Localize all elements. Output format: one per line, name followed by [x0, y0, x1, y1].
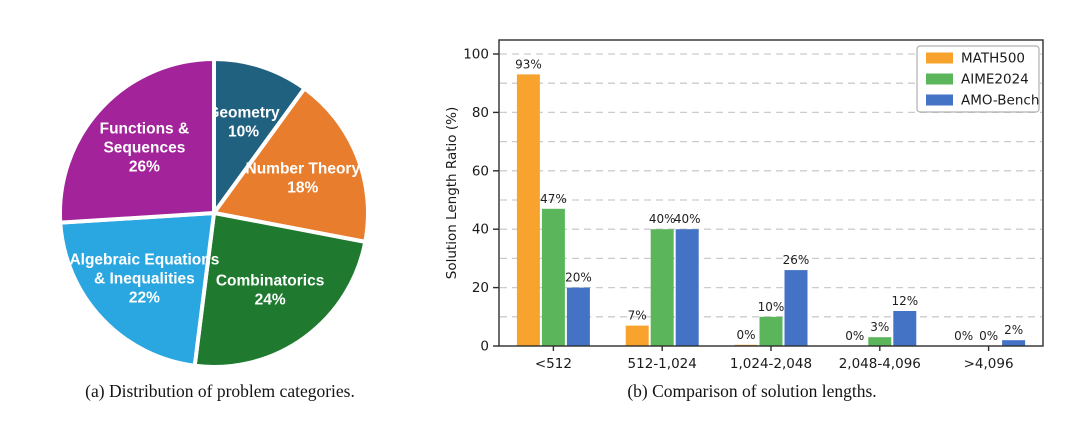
bar-amo-bench-512-1-024	[675, 229, 699, 346]
pie-slice-number-theory	[210, 85, 370, 245]
bar-aime2024-512	[541, 208, 565, 346]
legend-label-aime2024: AIME2024	[961, 72, 1029, 88]
bar-amo-bench-4-096	[1002, 340, 1026, 346]
pie-slice-label-algebraic-equations-inequalities: Algebraic Equations & Inequalities 22%	[69, 251, 219, 306]
y-tick-label-80: 80	[472, 105, 489, 121]
bar-caption: (b) Comparison of solution lengths.	[627, 381, 877, 401]
bar-value-label-math500-1-024-2-048: 0%	[736, 328, 755, 342]
x-tick-label-1-024-2-048: 1,024-2,048	[730, 356, 812, 372]
bar-value-label-amo-bench-4-096: 2%	[1004, 323, 1023, 337]
bar-amo-bench-512	[566, 287, 590, 346]
x-tick-label-512: <512	[535, 356, 572, 372]
legend-label-math500: MATH500	[961, 51, 1025, 67]
bar-amo-bench-2-048-4-096	[893, 311, 917, 346]
bar-value-label-aime2024-2-048-4-096: 3%	[870, 320, 889, 334]
y-tick-label-60: 60	[472, 163, 489, 179]
bar-value-label-math500-512-1-024: 7%	[628, 309, 647, 323]
pie-slice-label-geometry: Geometry 10%	[207, 105, 280, 141]
bar-aime2024-1-024-2-048	[759, 316, 783, 346]
legend-swatch-aime2024	[926, 73, 953, 85]
pie-caption: (a) Distribution of problem categories.	[85, 381, 355, 401]
bar-value-label-amo-bench-512-1-024: 40%	[674, 212, 701, 226]
y-axis-label: Solution Length Ratio (%)	[444, 107, 460, 279]
legend-swatch-amo-bench	[926, 94, 953, 106]
bar-value-label-aime2024-512-1-024: 40%	[649, 212, 676, 226]
legend-swatch-math500	[926, 52, 953, 64]
bar-figure: 93% 7% 0% 0% 0% 47% 40% 10% 3% 0% 20% 40% 26% 12% 2% 0 2…	[440, 0, 1064, 402]
y-tick-label-0: 0	[480, 339, 489, 355]
bar-value-label-amo-bench-512: 20%	[565, 271, 592, 285]
bar-value-label-math500-512: 93%	[515, 57, 542, 71]
y-tick-label-100: 100	[463, 47, 489, 63]
bar-amo-bench-1-024-2-048	[784, 270, 808, 346]
bar-math500-512	[516, 74, 540, 347]
pie-slice-geometry	[212, 56, 308, 220]
bar-value-label-aime2024-512: 47%	[540, 192, 567, 206]
bar-chart-svg: 93% 7% 0% 0% 0% 47% 40% 10% 3% 0% 20% 40% 26% 12% 2% 0 2…	[444, 39, 1044, 372]
bar-aime2024-512-1-024	[650, 229, 674, 346]
pie-slice-label-combinatorics: Combinatorics 24%	[216, 273, 325, 309]
pie-figure: Geometry 10% Number Theory 18% Combinatorics…	[4, 0, 436, 402]
pie-chart-svg: Geometry 10% Number Theory 18% Combinatorics…	[57, 56, 370, 370]
bar-value-label-aime2024-4-096: 0%	[979, 329, 998, 343]
bar-math500-512-1-024	[625, 325, 649, 346]
y-tick-label-40: 40	[472, 222, 489, 238]
x-tick-label-4-096: >4,096	[964, 356, 1014, 372]
pie-slice-functions-sequences	[57, 56, 216, 225]
bar-value-label-math500-4-096: 0%	[954, 329, 973, 343]
pie-slice-combinatorics	[192, 210, 368, 370]
bar-aime2024-2-048-4-096	[868, 337, 892, 346]
bar-value-label-amo-bench-1-024-2-048: 26%	[783, 253, 810, 267]
bar-value-label-math500-2-048-4-096: 0%	[845, 329, 864, 343]
x-tick-label-512-1-024: 512-1,024	[628, 356, 697, 372]
bar-value-label-aime2024-1-024-2-048: 10%	[758, 300, 785, 314]
pie-slice-label-functions-sequences: Functions & Sequences 26%	[100, 121, 190, 176]
legend-label-amo-bench: AMO-Bench	[961, 93, 1039, 109]
x-tick-label-2-048-4-096: 2,048-4,096	[839, 356, 921, 372]
pie-slice-algebraic-equations-inequalities	[58, 210, 217, 369]
y-tick-label-20: 20	[472, 280, 489, 296]
pie-slice-label-number-theory: Number Theory 18%	[246, 160, 361, 196]
bar-value-label-amo-bench-2-048-4-096: 12%	[891, 294, 918, 308]
